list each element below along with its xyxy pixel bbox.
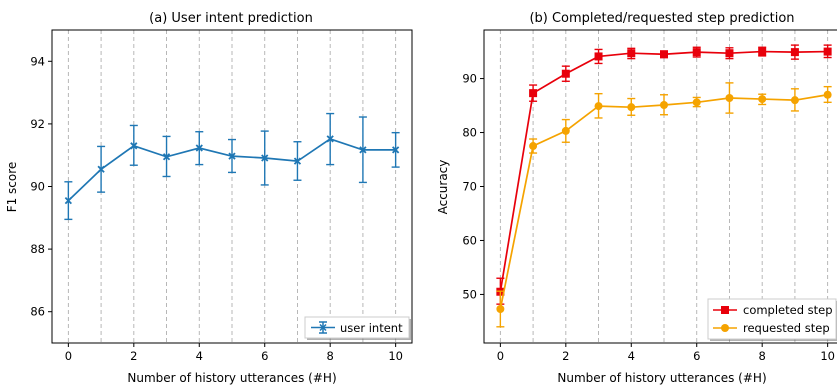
data-point-user-intent <box>359 146 367 154</box>
x-axis-label-b: Number of history utterances (#H) <box>557 371 766 385</box>
data-point-completed-step <box>790 48 799 57</box>
x-tick-label-a: 6 <box>261 349 268 363</box>
grid-lines-a <box>67 30 397 343</box>
x-ticks-b: 0 2 4 6 8 10 <box>497 343 835 363</box>
x-tick-label-b: 2 <box>562 349 569 363</box>
x-ticks-a: 0 2 4 6 8 10 <box>65 343 403 363</box>
data-point-completed-step <box>823 47 832 56</box>
data-point-completed-step <box>660 50 668 59</box>
y-tick-label-a: 94 <box>30 54 45 68</box>
chart-title-a: (a) User intent prediction <box>149 11 313 26</box>
legend-label-completed-step: completed step <box>743 303 833 317</box>
data-point-user-intent <box>64 196 72 205</box>
data-point-completed-step <box>692 48 701 57</box>
data-point-completed-step <box>758 47 767 56</box>
y-ticks-b: 50 60 70 80 90 <box>462 72 484 301</box>
y-axis-label-a: F1 score <box>5 162 19 213</box>
data-point-requested-step <box>594 102 603 111</box>
panel-user-intent: (a) User intent prediction F1 score Numb… <box>5 11 413 385</box>
data-point-user-intent <box>391 146 400 154</box>
data-point-requested-step <box>561 126 570 135</box>
data-point-requested-step <box>496 305 505 314</box>
data-point-completed-step <box>594 52 603 61</box>
data-point-user-intent <box>326 135 334 143</box>
data-point-user-intent <box>228 152 236 160</box>
y-tick-label-b: 90 <box>462 72 477 86</box>
legend-a: user intent <box>304 316 411 340</box>
data-point-completed-step <box>725 49 734 58</box>
data-point-requested-step <box>823 90 832 99</box>
data-point-requested-step <box>627 103 636 112</box>
y-axis-label-b: Accuracy <box>436 160 450 215</box>
y-tick-label-a: 92 <box>30 117 45 131</box>
x-tick-label-b: 6 <box>693 349 700 363</box>
y-tick-label-a: 88 <box>30 242 45 256</box>
data-point-user-intent <box>195 144 203 152</box>
series-requested-step <box>496 82 832 328</box>
y-tick-label-a: 86 <box>30 305 45 319</box>
data-point-completed-step <box>529 89 538 98</box>
data-point-user-intent <box>293 157 302 165</box>
x-tick-label-b: 0 <box>497 349 504 363</box>
legend-b: completed step requested step <box>707 298 837 341</box>
x-tick-label-a: 0 <box>65 349 72 363</box>
x-tick-label-a: 4 <box>196 349 203 363</box>
data-point-completed-step <box>627 49 636 58</box>
data-point-requested-step <box>692 98 701 107</box>
x-tick-label-a: 2 <box>130 349 137 363</box>
y-ticks-a: 86 88 90 92 94 <box>30 54 52 319</box>
x-tick-label-a: 8 <box>327 349 334 363</box>
x-tick-label-b: 4 <box>628 349 635 363</box>
data-point-completed-step <box>561 69 570 78</box>
y-tick-label-b: 60 <box>462 233 477 247</box>
data-point-user-intent <box>97 165 105 173</box>
grid-lines-b <box>499 30 829 343</box>
legend-label-user-intent: user intent <box>340 321 403 335</box>
plot-frame-b <box>483 29 837 344</box>
series-user-intent <box>64 112 400 221</box>
y-tick-label-b: 80 <box>462 126 477 140</box>
data-point-requested-step <box>790 96 799 105</box>
plot-series-a <box>64 112 400 221</box>
y-tick-label-b: 50 <box>462 287 477 301</box>
plot-series-b <box>496 44 832 328</box>
data-point-user-intent <box>162 153 171 161</box>
data-point-requested-step <box>758 95 767 104</box>
data-point-requested-step <box>529 142 538 151</box>
data-point-requested-step <box>725 93 734 102</box>
series-completed-step <box>496 44 832 305</box>
x-tick-label-b: 8 <box>759 349 766 363</box>
y-tick-label-a: 90 <box>30 180 45 194</box>
legend-label-requested-step: requested step <box>743 321 830 335</box>
data-point-user-intent <box>130 142 138 150</box>
x-tick-label-a: 10 <box>388 349 403 363</box>
data-point-requested-step <box>660 101 668 110</box>
data-point-user-intent <box>261 154 269 162</box>
panel-step-prediction: (b) Completed/requested step prediction … <box>436 11 837 385</box>
x-tick-label-b: 10 <box>820 349 835 363</box>
chart-title-b: (b) Completed/requested step prediction <box>529 11 794 26</box>
y-tick-label-b: 70 <box>462 180 477 194</box>
x-axis-label-a: Number of history utterances (#H) <box>127 371 336 385</box>
